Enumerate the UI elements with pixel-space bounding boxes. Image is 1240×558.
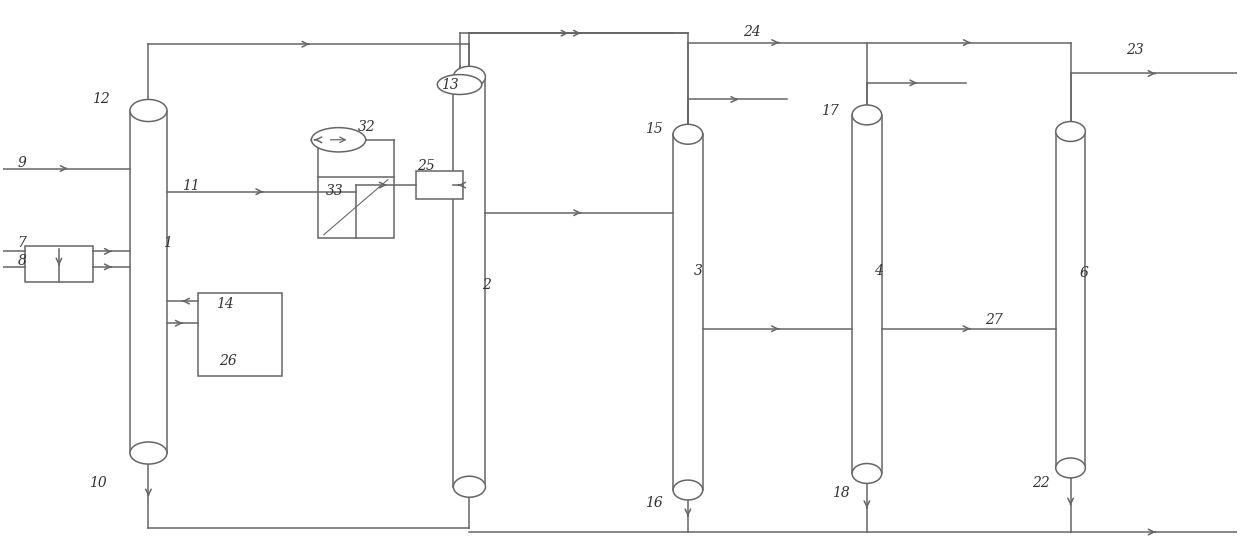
Text: 8: 8 — [17, 254, 26, 268]
Text: 9: 9 — [17, 156, 26, 170]
Text: 18: 18 — [832, 487, 851, 501]
Ellipse shape — [130, 99, 167, 122]
Text: 14: 14 — [216, 297, 234, 311]
Ellipse shape — [1055, 458, 1085, 478]
Text: 22: 22 — [1033, 477, 1050, 490]
Ellipse shape — [1055, 122, 1085, 141]
Text: 2: 2 — [482, 277, 491, 291]
Text: 10: 10 — [89, 477, 107, 490]
Ellipse shape — [673, 480, 703, 500]
Text: 32: 32 — [358, 120, 376, 134]
Text: 24: 24 — [744, 25, 761, 39]
Text: 26: 26 — [218, 354, 237, 368]
Text: 23: 23 — [1126, 43, 1143, 57]
Bar — [317, 177, 394, 238]
Circle shape — [311, 128, 366, 152]
Bar — [25, 246, 93, 282]
Text: 16: 16 — [645, 496, 662, 510]
Text: 1: 1 — [164, 236, 172, 250]
Ellipse shape — [673, 124, 703, 144]
Text: 27: 27 — [986, 314, 1003, 328]
Text: 15: 15 — [645, 122, 662, 136]
Text: 17: 17 — [821, 104, 839, 118]
Ellipse shape — [130, 442, 167, 464]
Text: 12: 12 — [92, 93, 109, 107]
Text: 11: 11 — [182, 179, 200, 193]
Ellipse shape — [454, 66, 485, 87]
Text: 3: 3 — [694, 264, 703, 278]
Text: 13: 13 — [441, 78, 459, 92]
Text: 4: 4 — [874, 264, 883, 278]
Circle shape — [438, 75, 482, 94]
Ellipse shape — [454, 476, 485, 497]
Ellipse shape — [852, 105, 882, 125]
Text: 6: 6 — [1079, 267, 1087, 281]
Ellipse shape — [852, 464, 882, 483]
Text: 33: 33 — [326, 184, 343, 198]
Text: 7: 7 — [17, 236, 26, 250]
Bar — [198, 293, 281, 376]
Bar — [417, 171, 464, 199]
Text: 25: 25 — [418, 158, 435, 173]
